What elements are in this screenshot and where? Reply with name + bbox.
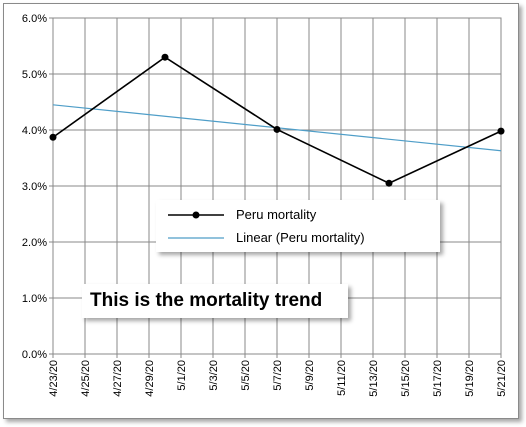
x-tick-label: 4/25/20: [80, 360, 92, 397]
x-tick-label: 4/27/20: [112, 360, 124, 397]
legend-trend-line-icon: [168, 237, 224, 239]
data-point-peru-mortality: [49, 133, 57, 141]
x-tick-label: 5/7/20: [272, 360, 284, 391]
x-tick-label: 5/15/20: [400, 360, 412, 397]
legend: Peru mortality Linear (Peru mortality): [156, 200, 440, 252]
y-axis-ticks: 0.0% 1.0% 2.0% 3.0% 4.0% 5.0% 6.0%: [22, 13, 53, 361]
x-tick-label: 4/23/20: [48, 360, 60, 397]
y-tick-label: 5.0%: [22, 69, 47, 81]
x-tick-label: 5/19/20: [464, 360, 476, 397]
x-tick-label: 5/9/20: [304, 360, 316, 391]
annotation-textbox: This is the mortality trend: [82, 284, 348, 318]
legend-entry-peru-mortality: Peru mortality: [156, 205, 440, 225]
y-tick-label: 0.0%: [22, 349, 47, 361]
x-tick-label: 5/13/20: [368, 360, 380, 397]
legend-line-marker-icon: [168, 211, 224, 219]
y-tick-label: 6.0%: [22, 13, 47, 25]
x-axis-ticks: 4/23/20 4/25/20 4/27/20 4/29/20 5/1/20 5/3/20…: [48, 354, 508, 397]
legend-label-linear-trend: Linear (Peru mortality): [236, 230, 365, 245]
y-tick-label: 1.0%: [22, 293, 47, 305]
legend-entry-linear-trend: Linear (Peru mortality): [156, 228, 440, 248]
legend-label-peru-mortality: Peru mortality: [236, 207, 317, 222]
data-point-peru-mortality: [161, 53, 169, 61]
series-layer: [49, 53, 505, 187]
x-tick-label: 5/3/20: [208, 360, 220, 391]
x-tick-label: 5/5/20: [240, 360, 252, 391]
data-point-peru-mortality: [385, 179, 393, 187]
x-tick-label: 5/1/20: [176, 360, 188, 391]
data-point-peru-mortality: [273, 125, 281, 133]
x-tick-label: 5/11/20: [336, 360, 348, 396]
y-tick-label: 3.0%: [22, 181, 47, 193]
x-tick-label: 5/21/20: [496, 360, 508, 397]
chart-frame: 0.0% 1.0% 2.0% 3.0% 4.0% 5.0% 6.0% 4/23/20 4/25…: [3, 3, 519, 419]
y-tick-label: 2.0%: [22, 237, 47, 249]
x-tick-label: 4/29/20: [144, 360, 156, 397]
y-tick-label: 4.0%: [22, 125, 47, 137]
x-tick-label: 5/17/20: [432, 360, 444, 397]
data-point-peru-mortality: [497, 127, 505, 135]
x-gridlines: [52, 18, 502, 354]
